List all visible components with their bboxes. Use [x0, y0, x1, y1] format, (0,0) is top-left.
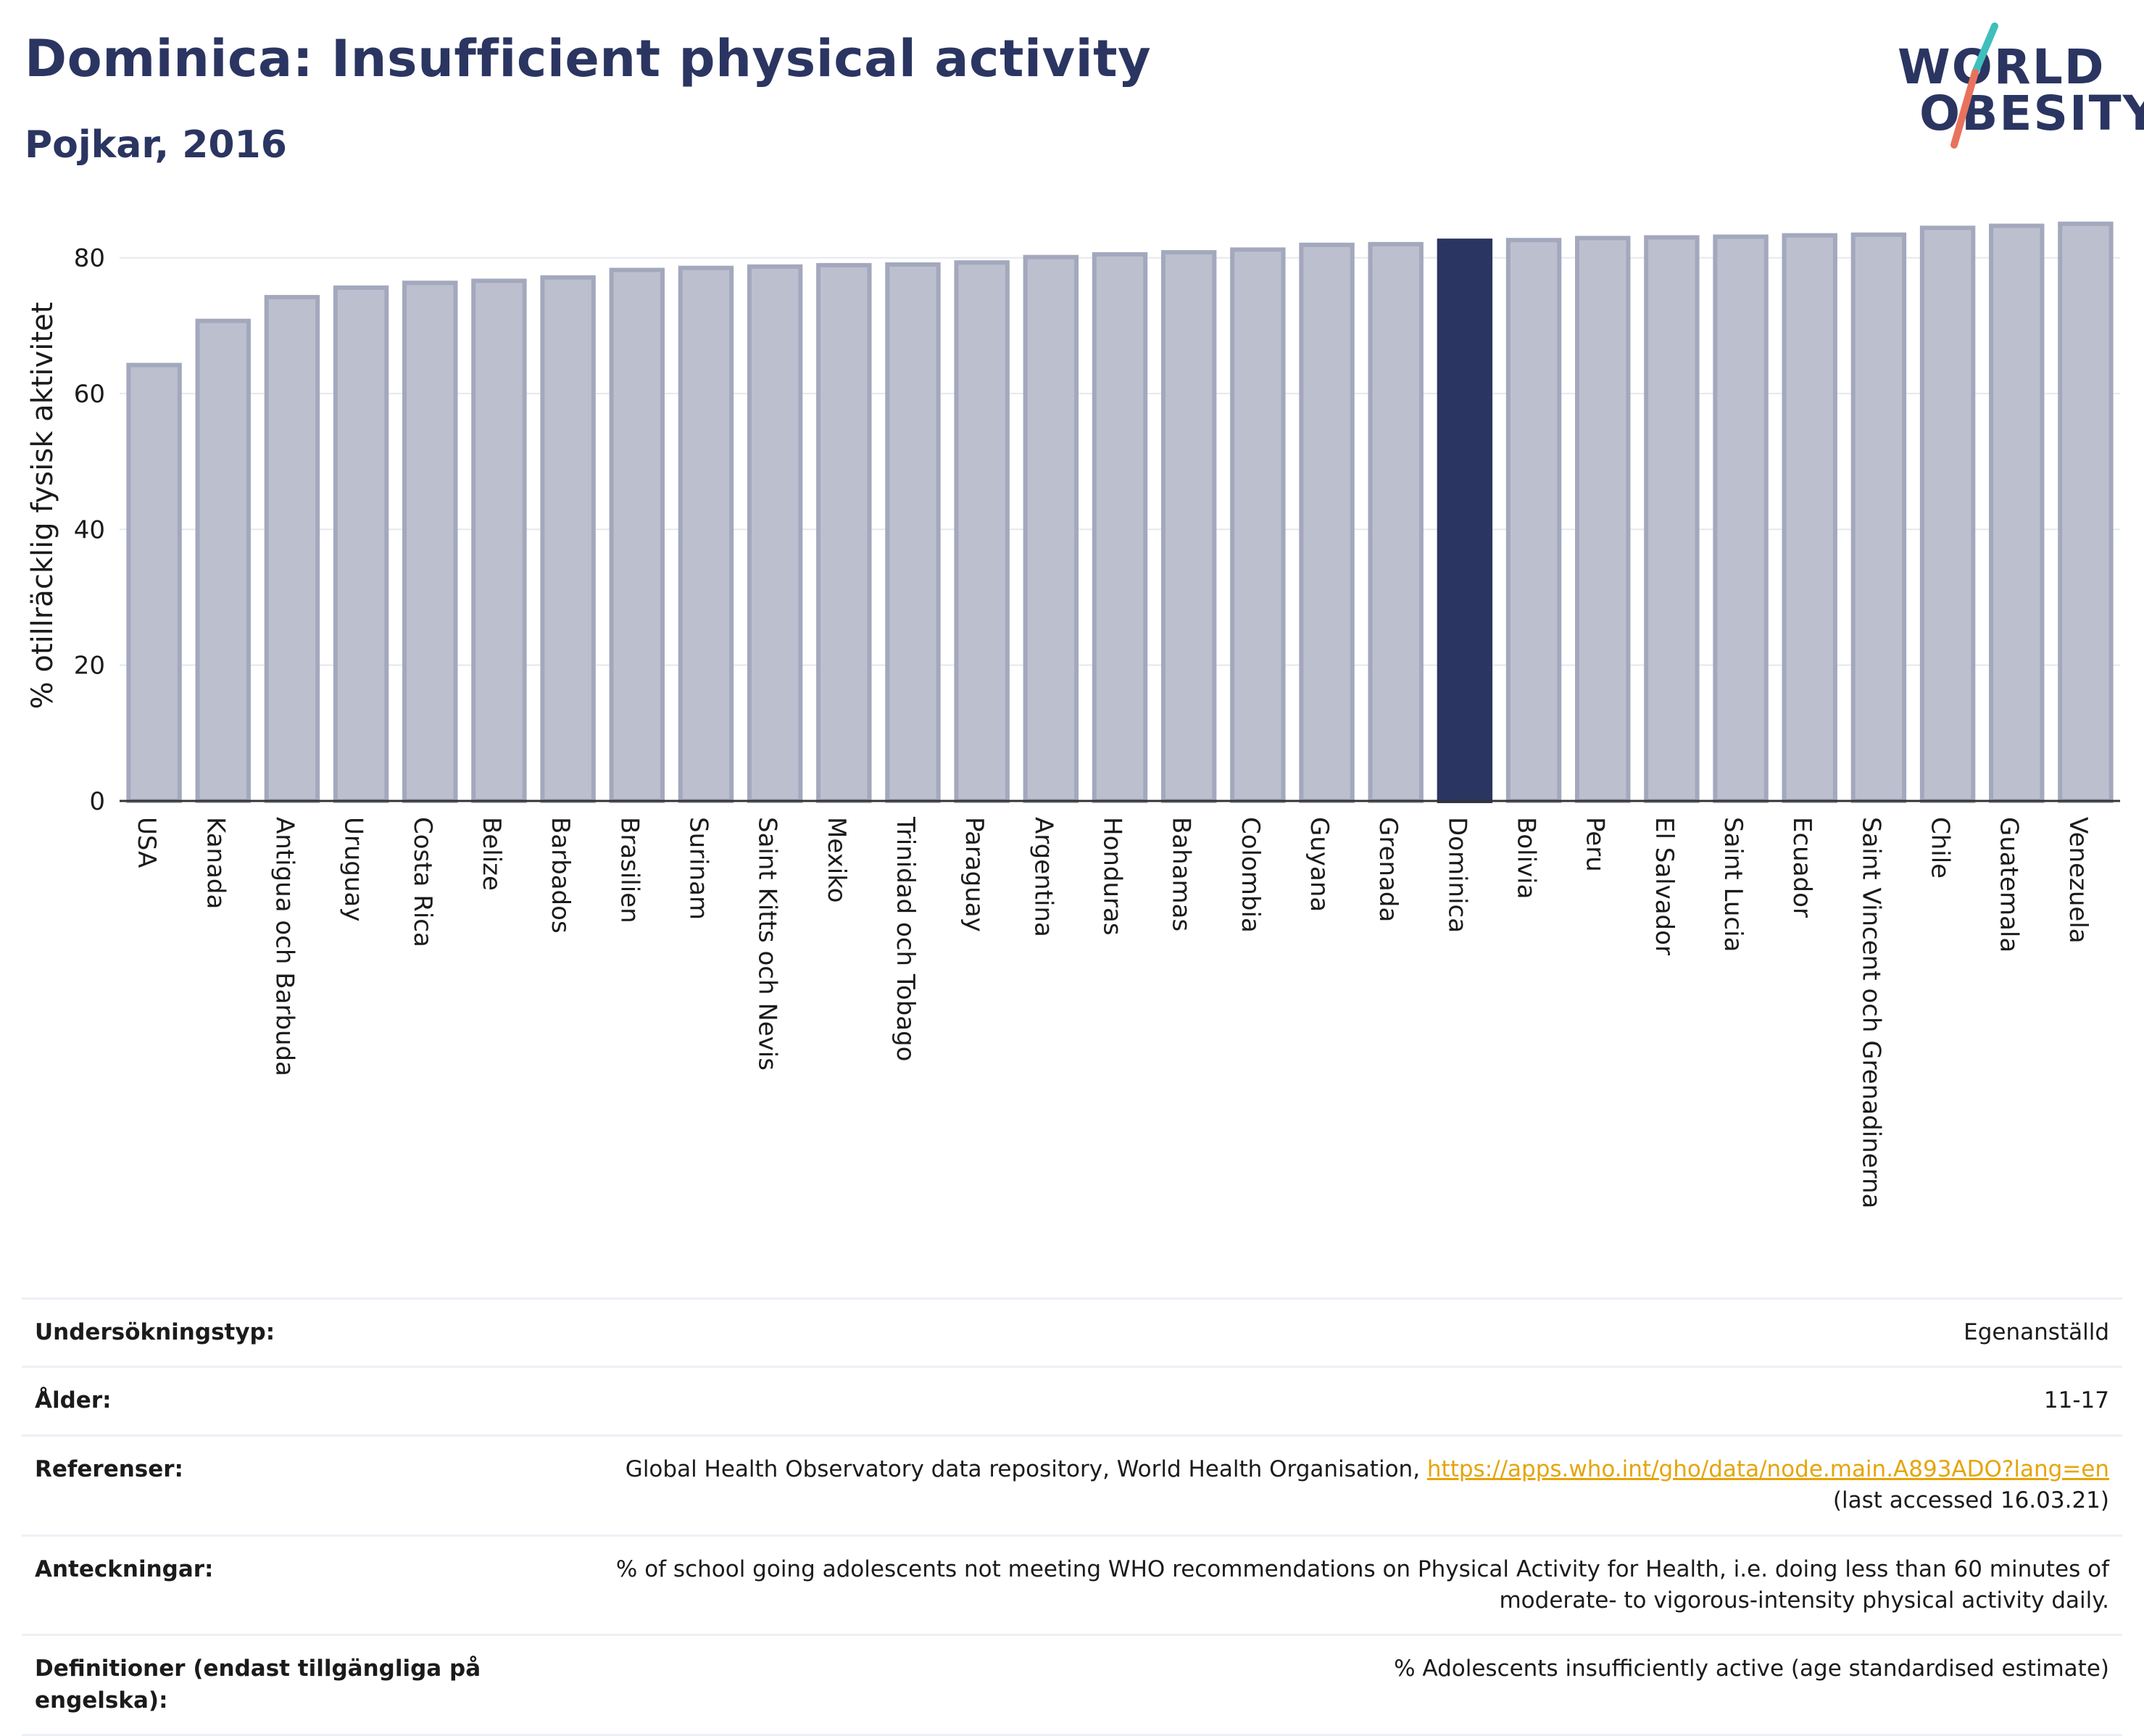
bar — [540, 275, 596, 803]
bar — [1230, 247, 1286, 804]
y-tick-label: 60 — [74, 380, 105, 409]
meta-row-survey-type: Undersökningstyp: Egenanställd — [22, 1297, 2122, 1367]
x-tick-label: Bahamas — [1167, 817, 1196, 931]
logo-text-world: WORLD — [1898, 39, 2106, 95]
bar — [1989, 223, 2045, 804]
page-title: Dominica: Insufficient physical activity — [25, 29, 1152, 88]
meta-label: Ålder: — [22, 1366, 512, 1436]
meta-value: % Adolescents insufficiently active (age… — [512, 1634, 2122, 1736]
x-tick-label: Argentina — [1029, 817, 1058, 937]
x-tick-label: Saint Vincent och Grenadinerna — [1856, 817, 1885, 1208]
bar — [195, 318, 251, 804]
meta-row-references: Referenser: Global Health Observatory da… — [22, 1434, 2122, 1536]
x-tick-label: Colombia — [1236, 817, 1265, 933]
x-tick-label: Barbados — [546, 817, 575, 934]
bar — [1574, 236, 1631, 804]
x-tick-label: Bolivia — [1512, 817, 1541, 899]
x-tick-label: Surinam — [683, 817, 712, 920]
x-tick-label: Guatemala — [1995, 817, 2024, 952]
logo-slash-icon — [1950, 22, 1998, 149]
x-tick-label: El Salvador — [1650, 817, 1679, 955]
meta-row-definitions: Definitioner (endast tillgängliga på eng… — [22, 1634, 2122, 1736]
x-tick-label: Chile — [1926, 817, 1955, 879]
meta-value: Global Health Observatory data repositor… — [512, 1434, 2122, 1536]
bar — [678, 265, 734, 803]
meta-value: Egenanställd — [512, 1297, 2122, 1367]
bar — [609, 267, 665, 804]
meta-label: Anteckningar: — [22, 1534, 512, 1635]
page-subtitle: Pojkar, 2016 — [25, 123, 287, 167]
bar — [1092, 252, 1148, 803]
bar — [885, 262, 941, 804]
bar — [1437, 238, 1493, 804]
bar — [333, 285, 389, 804]
x-tick-label: Kanada — [201, 817, 230, 909]
bar — [954, 260, 1010, 803]
bar — [747, 264, 803, 804]
bar — [1160, 250, 1217, 804]
x-tick-label: Paraguay — [960, 817, 989, 932]
x-tick-label: Grenada — [1374, 817, 1403, 922]
x-tick-label: Trinidad och Tobago — [891, 816, 920, 1061]
bar — [1505, 238, 1562, 804]
bar — [264, 294, 320, 804]
bar — [1850, 232, 1907, 804]
x-tick-label: Belize — [477, 817, 506, 891]
y-tick-label: 0 — [89, 787, 105, 816]
meta-label: Definitioner (endast tillgängliga på eng… — [22, 1634, 512, 1736]
bar — [126, 362, 182, 804]
reference-link[interactable]: https://apps.who.int/gho/data/node.main.… — [1426, 1455, 2109, 1482]
bar — [1023, 254, 1079, 803]
x-tick-label: Dominica — [1442, 817, 1471, 933]
world-obesity-logo: WORLD OBESITY — [1885, 22, 2144, 152]
meta-value: % of school going adolescents not meetin… — [512, 1534, 2122, 1635]
y-tick-label: 40 — [74, 515, 105, 544]
x-tick-label: Brasilien — [615, 817, 644, 923]
x-tick-label: Saint Kitts och Nevis — [753, 817, 782, 1071]
reference-accessed: (last accessed 16.03.21) — [1832, 1487, 2109, 1514]
y-axis-title: % otillräcklig fysisk aktivitet — [26, 302, 59, 710]
x-tick-label: Antigua och Barbuda — [270, 817, 299, 1076]
reference-text: Global Health Observatory data repositor… — [625, 1455, 1427, 1482]
bar — [402, 281, 458, 803]
x-tick-label: Costa Rica — [408, 817, 437, 947]
meta-value: 11-17 — [512, 1366, 2122, 1436]
x-tick-label: Peru — [1581, 817, 1610, 872]
meta-row-age: Ålder: 11-17 — [22, 1366, 2122, 1436]
meta-row-notes: Anteckningar: % of school going adolesce… — [22, 1534, 2122, 1635]
bar — [471, 278, 527, 803]
bar — [1368, 241, 1424, 804]
x-tick-label: Uruguay — [339, 817, 368, 922]
x-tick-label: Venezuela — [2064, 817, 2093, 944]
y-tick-label: 20 — [74, 652, 105, 681]
metadata-table: Undersökningstyp: Egenanställd Ålder: 11… — [22, 1297, 2122, 1736]
bar — [1782, 233, 1837, 803]
meta-label: Referenser: — [22, 1434, 512, 1536]
bar-chart: 0 20 40 60 80 % otillräcklig fysisk aktivitet… — [26, 221, 2120, 1208]
bar — [816, 262, 872, 803]
meta-label: Undersökningstyp: — [22, 1297, 512, 1367]
x-tick-label: Guyana — [1305, 817, 1334, 912]
bar — [1713, 234, 1769, 803]
x-tick-label: Honduras — [1098, 817, 1127, 936]
bar — [1919, 225, 1976, 803]
x-tick-label: Ecuador — [1787, 817, 1816, 918]
x-tick-label: USA — [132, 817, 161, 868]
bar — [2058, 221, 2114, 803]
x-tick-label: Saint Lucia — [1719, 817, 1748, 952]
bar — [1299, 242, 1355, 803]
y-tick-label: 80 — [74, 244, 105, 273]
x-tick-label: Mexiko — [822, 817, 851, 903]
bar — [1644, 235, 1700, 804]
